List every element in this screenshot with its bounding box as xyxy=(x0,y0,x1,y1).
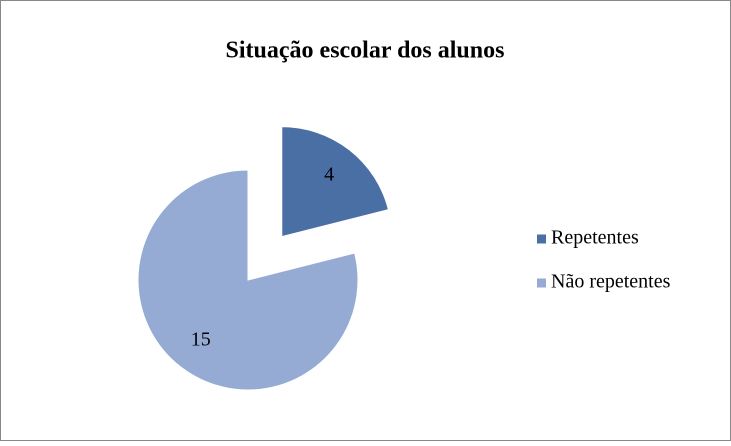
chart-title: Situação escolar dos alunos xyxy=(226,38,505,64)
data-label: 15 xyxy=(191,328,211,350)
legend-label: Repetentes xyxy=(551,227,639,249)
legend-swatch xyxy=(537,278,546,288)
pie-slice xyxy=(137,169,359,391)
legend-label: Não repetentes xyxy=(551,271,671,293)
data-label: 4 xyxy=(324,163,334,185)
legend-swatch xyxy=(537,234,546,244)
pie-slice xyxy=(281,126,390,238)
